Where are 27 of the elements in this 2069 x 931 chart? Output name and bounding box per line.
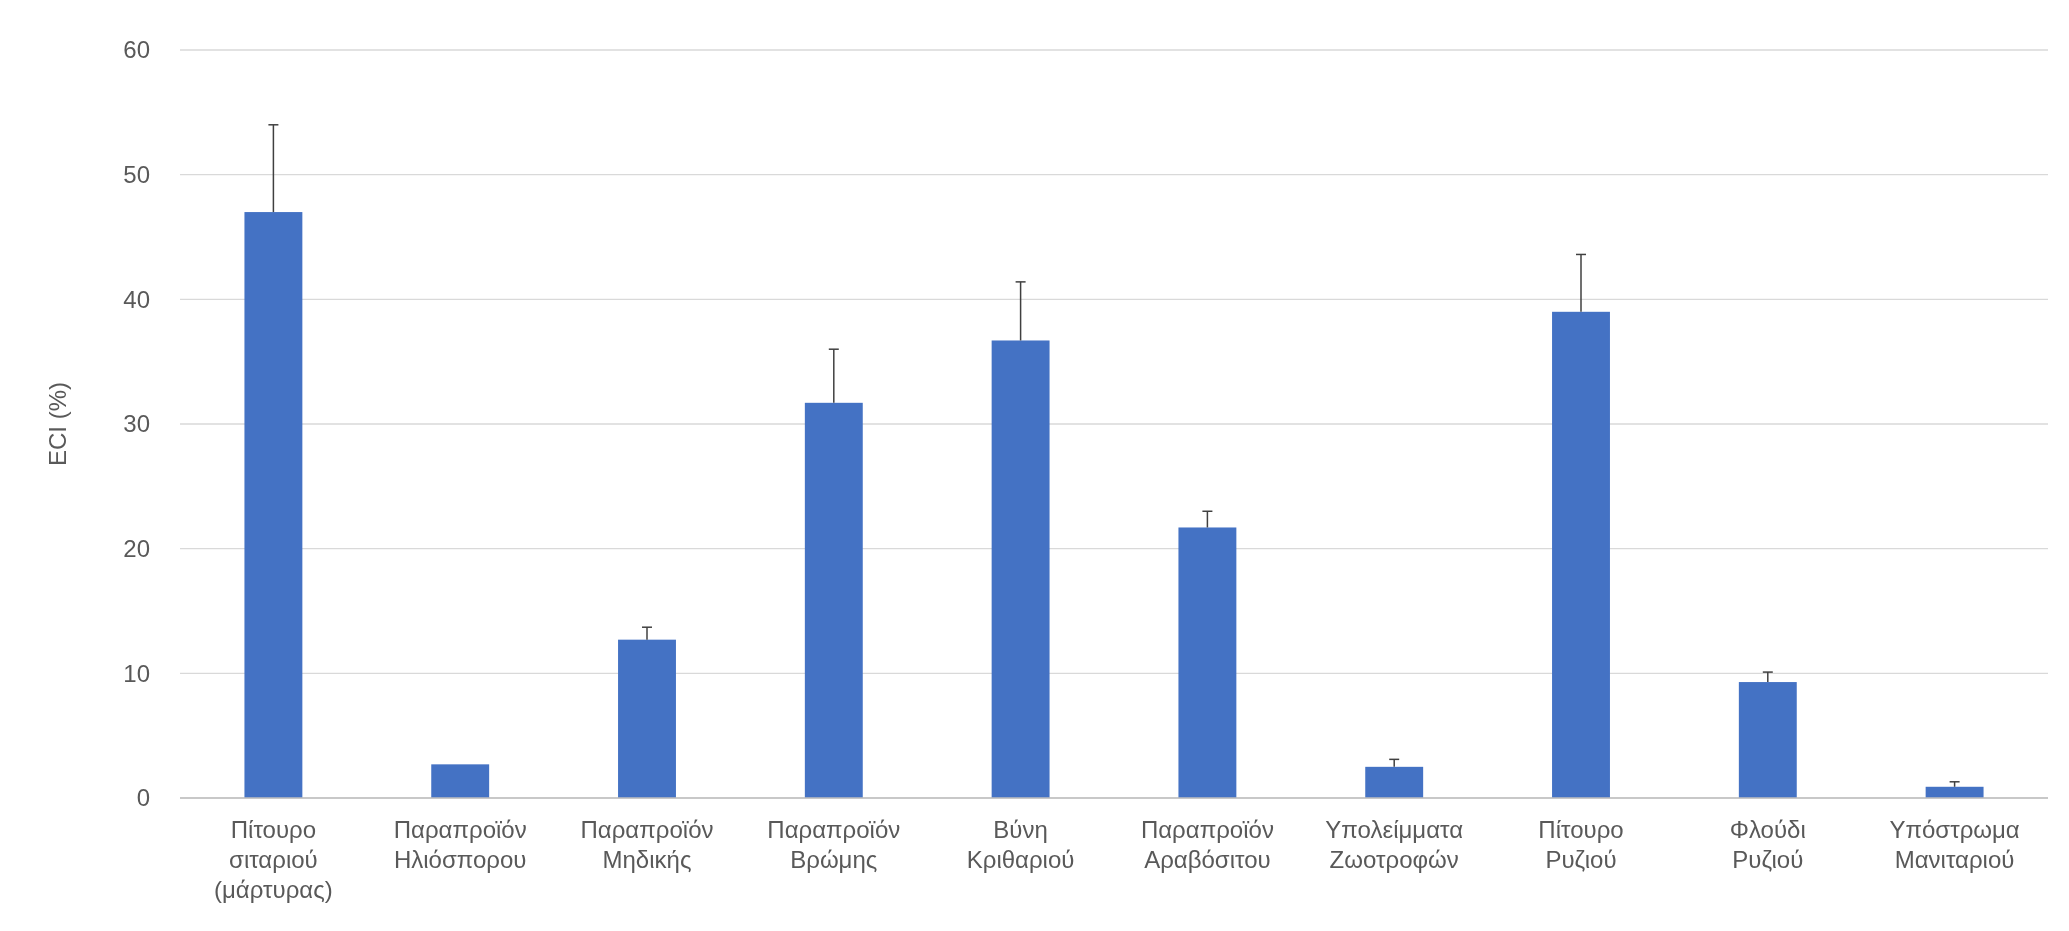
bar [991, 340, 1050, 798]
y-tick-label: 60 [123, 36, 150, 64]
x-tick-label: Πίτουρο σιταριού (μάρτυρας) [214, 816, 333, 903]
y-tick-label: 50 [123, 161, 150, 189]
bar [1738, 682, 1797, 798]
x-tick-label: Παραπροϊόν Ηλιόσπορου [393, 816, 527, 873]
x-tick-label: Βύνη Κριθαριού [966, 816, 1075, 873]
x-tick-label: Παραπροϊόν Αραβόσιτου [1140, 816, 1274, 873]
y-tick-label: 40 [123, 285, 150, 313]
x-tick-label: Παραπροϊόν Βρώμης [767, 816, 901, 873]
y-tick-label: 20 [123, 535, 150, 563]
bar [1552, 311, 1610, 798]
x-tick-label: Παραπροϊόν Μηδικής [580, 816, 714, 873]
y-tick-label: 10 [123, 659, 150, 687]
bar [804, 402, 863, 798]
y-tick-label: 0 [136, 784, 150, 812]
bar [244, 212, 303, 798]
x-tick-label: Υπόστρωμα Μανιταριού [1889, 816, 2020, 873]
bar [431, 764, 490, 798]
y-axis-title: ECI (%) [44, 382, 71, 466]
y-tick-label: 30 [123, 410, 150, 438]
x-tick-label: Υπολείμματα Ζωοτροφών [1325, 816, 1464, 873]
x-tick-label: Φλούδι Ρυζιού [1729, 816, 1806, 873]
x-tick-label: Πίτουρο Ρυζιού [1538, 816, 1624, 873]
bar [1178, 527, 1237, 798]
bar [618, 639, 676, 798]
bar [1365, 766, 1424, 798]
